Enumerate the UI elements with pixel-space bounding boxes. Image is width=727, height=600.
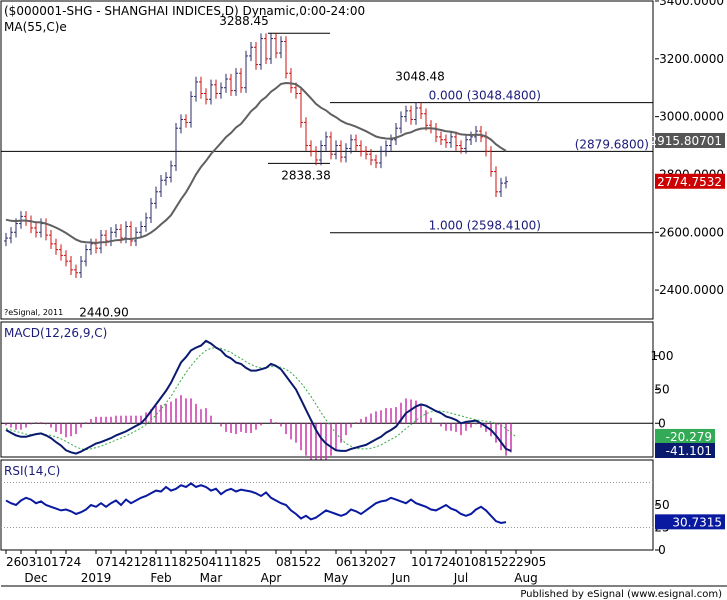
rsi-axis-label: 0 — [658, 543, 666, 557]
x-axis-label: 15 — [486, 555, 501, 569]
x-axis-label: 21 — [126, 555, 141, 569]
price-axis-label: 2600.0000 — [659, 225, 724, 239]
macd-axis-label: 0 — [658, 416, 666, 430]
x-axis-label: 07 — [96, 555, 111, 569]
macd-line — [5, 339, 512, 455]
price-axis-label: 3200.0000 — [659, 52, 724, 66]
price-axis-label: 3000.0000 — [659, 110, 724, 124]
x-axis-label: 25 — [246, 555, 261, 569]
level-label: (2879.6800) — [575, 137, 649, 151]
last-price-tag-bg — [655, 173, 725, 189]
fib-1-label: 1.000 (2598.4100) — [429, 219, 541, 233]
price-panel-frame — [0, 0, 654, 320]
macd-axis-label: 100 — [651, 349, 674, 363]
macd-panel-frame — [0, 321, 654, 458]
macd-value-tag-bg — [655, 442, 715, 458]
x-axis-label: 13 — [351, 555, 366, 569]
macd-value-tag: -41.101 — [666, 444, 712, 458]
x-month-label: Mar — [200, 571, 223, 585]
x-month-label: Apr — [261, 571, 282, 585]
x-axis-label: 26 — [6, 555, 21, 569]
rsi-value-tag-bg — [655, 514, 725, 530]
x-axis-label: 18 — [171, 555, 186, 569]
x-axis-label: 22 — [306, 555, 321, 569]
x-axis-label: 05 — [531, 555, 546, 569]
x-axis-label: 03 — [21, 555, 36, 569]
macd-axis: 100 50 0 — [651, 349, 674, 431]
price-panel: ($000001-SHG - SHANGHAI INDICES,D) Dynam… — [0, 0, 654, 320]
x-axis-label: 17 — [426, 555, 441, 569]
ma-value-tag-bg — [655, 132, 725, 148]
x-axis-label: 20 — [366, 555, 381, 569]
swing-high-label: 3048.48 — [395, 70, 445, 84]
price-axis: 3400.00003200.00003000.00002800.00002600… — [655, 0, 724, 297]
x-axis-label: 25 — [186, 555, 201, 569]
x-axis-label: 06 — [336, 555, 351, 569]
rsi-panel: RSI(14,C) — [0, 459, 654, 551]
price-candles — [4, 33, 508, 278]
macd-signal-tag: -20.279 — [666, 430, 712, 444]
rsi-title: RSI(14,C) — [4, 464, 60, 478]
x-axis-label: 08 — [471, 555, 486, 569]
x-axis-label: 01 — [456, 555, 471, 569]
x-axis-label: 24 — [441, 555, 456, 569]
x-axis-label: 10 — [411, 555, 426, 569]
chart-title: ($000001-SHG - SHANGHAI INDICES,D) Dynam… — [4, 4, 365, 18]
x-axis-label: 10 — [36, 555, 51, 569]
ma-line — [5, 81, 507, 245]
x-axis-label: 29 — [516, 555, 531, 569]
x-axis-label: 11 — [156, 555, 171, 569]
x-axis-label: 15 — [291, 555, 306, 569]
x-month-label: Aug — [514, 571, 537, 585]
x-axis-label: 11 — [216, 555, 231, 569]
footer-credit: Published by eSignal (www.esignal.com) — [520, 589, 722, 600]
price-axis-label: 2400.0000 — [659, 283, 724, 297]
high-label: 3288.45 — [219, 14, 269, 28]
rsi-value-tag: 30.7315 — [672, 515, 722, 529]
x-month-label: 2019 — [81, 571, 112, 585]
x-month-label: May — [324, 571, 349, 585]
swing-low-label: 2838.38 — [281, 168, 331, 182]
x-axis-label: 14 — [111, 555, 126, 569]
price-tags: 2915.80701 2774.7532 — [649, 132, 725, 189]
macd-signal-tag-bg — [655, 428, 715, 444]
x-month-label: Jun — [391, 571, 411, 585]
x-axis-label: 18 — [231, 555, 246, 569]
low-label: 2440.90 — [79, 305, 129, 319]
price-levels — [1, 32, 653, 234]
macd-panel: MACD(12,26,9,C) — [0, 321, 654, 465]
x-axis-label: 04 — [201, 555, 216, 569]
x-month-label: Jul — [453, 571, 468, 585]
rsi-grid — [1, 482, 653, 528]
price-axis-label: 3400.0000 — [659, 0, 724, 8]
macd-axis-label: 50 — [654, 383, 669, 397]
last-price-tag: 2774.7532 — [657, 175, 722, 189]
rsi-tags: 30.7315 — [655, 514, 725, 530]
macd-title: MACD(12,26,9,C) — [4, 326, 107, 340]
x-month-label: Dec — [24, 571, 47, 585]
x-axis-label: 17 — [51, 555, 66, 569]
rsi-line — [5, 482, 507, 525]
x-axis-label: 22 — [501, 555, 516, 569]
macd-signal-line — [5, 347, 517, 451]
ma-value-tag: 2915.80701 — [649, 134, 722, 148]
fib-0-label: 0.000 (3048.4800) — [429, 89, 541, 103]
x-axis-label: 27 — [381, 555, 396, 569]
rsi-axis-label: 50 — [654, 498, 669, 512]
watermark: ?eSignal, 2011 — [4, 308, 63, 317]
x-month-label: Feb — [150, 571, 171, 585]
x-axis-label: 24 — [66, 555, 81, 569]
macd-tags: -20.279-41.101 — [655, 428, 715, 458]
x-axis-label: 08 — [276, 555, 291, 569]
x-axis: 26 03 10 17 24 07 14 21 28 11 18 25 04 11 18 25 08 15 22 06… — [5, 550, 546, 585]
x-axis-label: 28 — [141, 555, 156, 569]
overlay-label: MA(55,C)e — [4, 20, 67, 34]
